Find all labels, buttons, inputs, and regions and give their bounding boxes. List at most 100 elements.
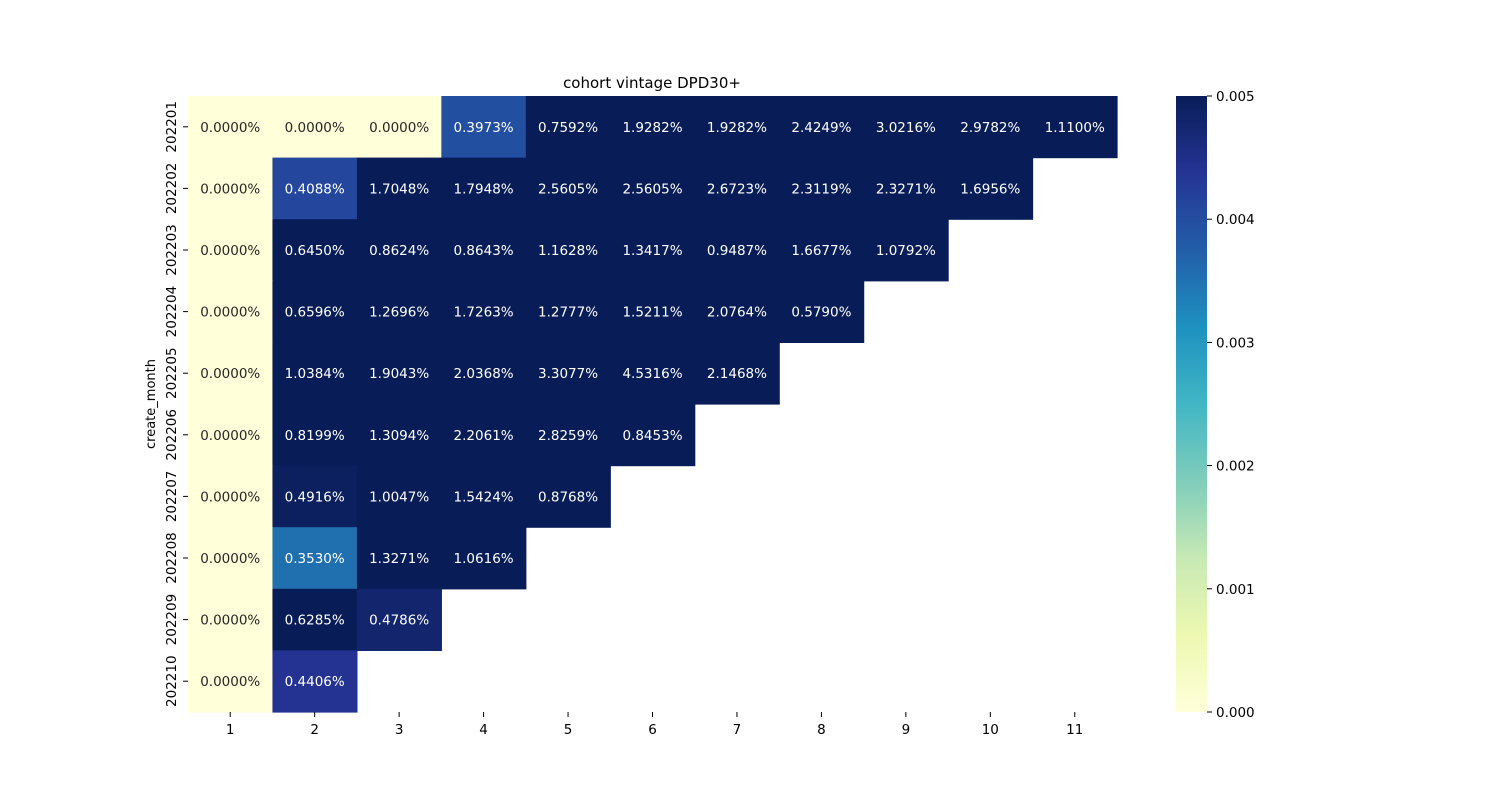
- cell-annotation: 0.0000%: [200, 305, 260, 321]
- chart-title: cohort vintage DPD30+: [563, 74, 741, 92]
- heatmap-cell: [188, 96, 274, 159]
- heatmap-cell: [610, 280, 696, 343]
- colorbar-tick-label: 0.004: [1216, 212, 1255, 228]
- cell-annotation: 0.0000%: [200, 181, 260, 197]
- heatmap-cell: [356, 342, 442, 405]
- x-tick-label: 10: [982, 722, 999, 738]
- heatmap-cell: [188, 280, 274, 343]
- heatmap-cell: [610, 157, 696, 220]
- heatmap-cell: [356, 465, 442, 528]
- heatmap-cell: [272, 157, 358, 220]
- cell-annotation: 2.0368%: [454, 366, 514, 382]
- heatmap-cell: [525, 280, 611, 343]
- heatmap-cell: [610, 96, 696, 159]
- heatmap-cell: [441, 157, 527, 220]
- heatmap-cell: [694, 157, 780, 220]
- cell-annotation: 1.7948%: [454, 181, 514, 197]
- cell-annotation: 3.0216%: [876, 120, 936, 136]
- heatmap-cell: [779, 157, 865, 220]
- cell-annotation: 0.4786%: [369, 613, 429, 629]
- cell-annotation: 2.6723%: [707, 181, 767, 197]
- cell-annotation: 1.9282%: [707, 120, 767, 136]
- cell-annotation: 1.6677%: [791, 243, 851, 259]
- y-tick-label: 202201: [164, 101, 180, 153]
- heatmap-cell: [272, 342, 358, 405]
- heatmap-cell: [272, 280, 358, 343]
- cell-annotation: 0.0000%: [200, 366, 260, 382]
- cell-annotation: 0.6285%: [285, 613, 345, 629]
- cell-annotation: 2.9782%: [960, 120, 1020, 136]
- heatmap-cell: [272, 650, 358, 713]
- cell-annotation: 0.7592%: [538, 120, 598, 136]
- cell-annotation: 1.2777%: [538, 305, 598, 321]
- heatmap-cell: [610, 342, 696, 405]
- x-tick-label: 11: [1066, 722, 1083, 738]
- cell-annotation: 1.3417%: [622, 243, 682, 259]
- heatmap-cell: [694, 280, 780, 343]
- x-tick-label: 4: [479, 722, 488, 738]
- heatmap-cell: [188, 342, 274, 405]
- cell-annotation: 0.6596%: [285, 305, 345, 321]
- x-tick-label: 2: [310, 722, 319, 738]
- cell-annotation: 2.2061%: [454, 428, 514, 444]
- heatmap-cell: [356, 157, 442, 220]
- cell-annotation: 1.0616%: [454, 551, 514, 567]
- cell-annotation: 0.0000%: [200, 489, 260, 505]
- heatmap-cells: [188, 96, 1118, 713]
- cell-annotation: 0.4088%: [285, 181, 345, 197]
- y-tick-label: 202205: [164, 347, 180, 399]
- cell-annotation: 0.9487%: [707, 243, 767, 259]
- heatmap-cell: [272, 404, 358, 467]
- x-tick-label: 5: [564, 722, 573, 738]
- heatmap-cell: [694, 342, 780, 405]
- colorbar: [1176, 96, 1207, 712]
- heatmap-cell: [525, 465, 611, 528]
- heatmap-cell: [525, 96, 611, 159]
- cell-annotation: 2.0764%: [707, 305, 767, 321]
- heatmap-cell: [441, 404, 527, 467]
- heatmap-cell: [441, 96, 527, 159]
- heatmap-cell: [356, 588, 442, 651]
- heatmap-cell: [779, 96, 865, 159]
- colorbar-ticks: 0.000 0.001 0.002 0.003 0.004 0.005: [1207, 89, 1255, 721]
- cell-annotation: 1.5211%: [622, 305, 682, 321]
- heatmap-cell: [863, 157, 949, 220]
- heatmap-cell: [525, 404, 611, 467]
- heatmap-cell: [356, 96, 442, 159]
- cell-annotation: 0.8768%: [538, 489, 598, 505]
- cell-annotation: 0.8453%: [622, 428, 682, 444]
- cell-annotation: 0.0000%: [200, 674, 260, 690]
- heatmap-cell: [863, 219, 949, 282]
- cell-annotation: 3.3077%: [538, 366, 598, 382]
- cell-annotation: 0.0000%: [285, 120, 345, 136]
- heatmap-cell: [188, 157, 274, 220]
- heatmap-cell: [188, 527, 274, 590]
- y-tick-label: 202204: [164, 286, 180, 338]
- cell-annotation: 0.8199%: [285, 428, 345, 444]
- cell-annotation: 1.0792%: [876, 243, 936, 259]
- cell-annotation: 2.1468%: [707, 366, 767, 382]
- heatmap-cell: [441, 465, 527, 528]
- heatmap-cell: [188, 588, 274, 651]
- x-axis: 1 2 3 4 5 6 7 8 9 10 11: [226, 712, 1083, 738]
- colorbar-tick-label: 0.002: [1216, 459, 1255, 475]
- heatmap-cell: [1032, 96, 1118, 159]
- heatmap-cell: [694, 219, 780, 282]
- heatmap-cell: [272, 527, 358, 590]
- cell-annotation: 0.3530%: [285, 551, 345, 567]
- heatmap-cell: [525, 219, 611, 282]
- cell-annotation: 0.0000%: [200, 243, 260, 259]
- heatmap-cell: [525, 342, 611, 405]
- y-tick-label: 202202: [164, 163, 180, 215]
- cell-annotation: 0.0000%: [200, 551, 260, 567]
- cell-annotation: 1.0384%: [285, 366, 345, 382]
- x-tick-label: 8: [817, 722, 826, 738]
- cell-annotation: 1.3094%: [369, 428, 429, 444]
- y-axis: 202201 202202 202203 202204 202205 202206 2022…: [164, 101, 188, 707]
- cell-annotation: 1.3271%: [369, 551, 429, 567]
- colorbar-tick-label: 0.005: [1216, 89, 1255, 105]
- cell-annotation: 2.8259%: [538, 428, 598, 444]
- cell-annotation: 1.9282%: [622, 120, 682, 136]
- heatmap-cell: [441, 527, 527, 590]
